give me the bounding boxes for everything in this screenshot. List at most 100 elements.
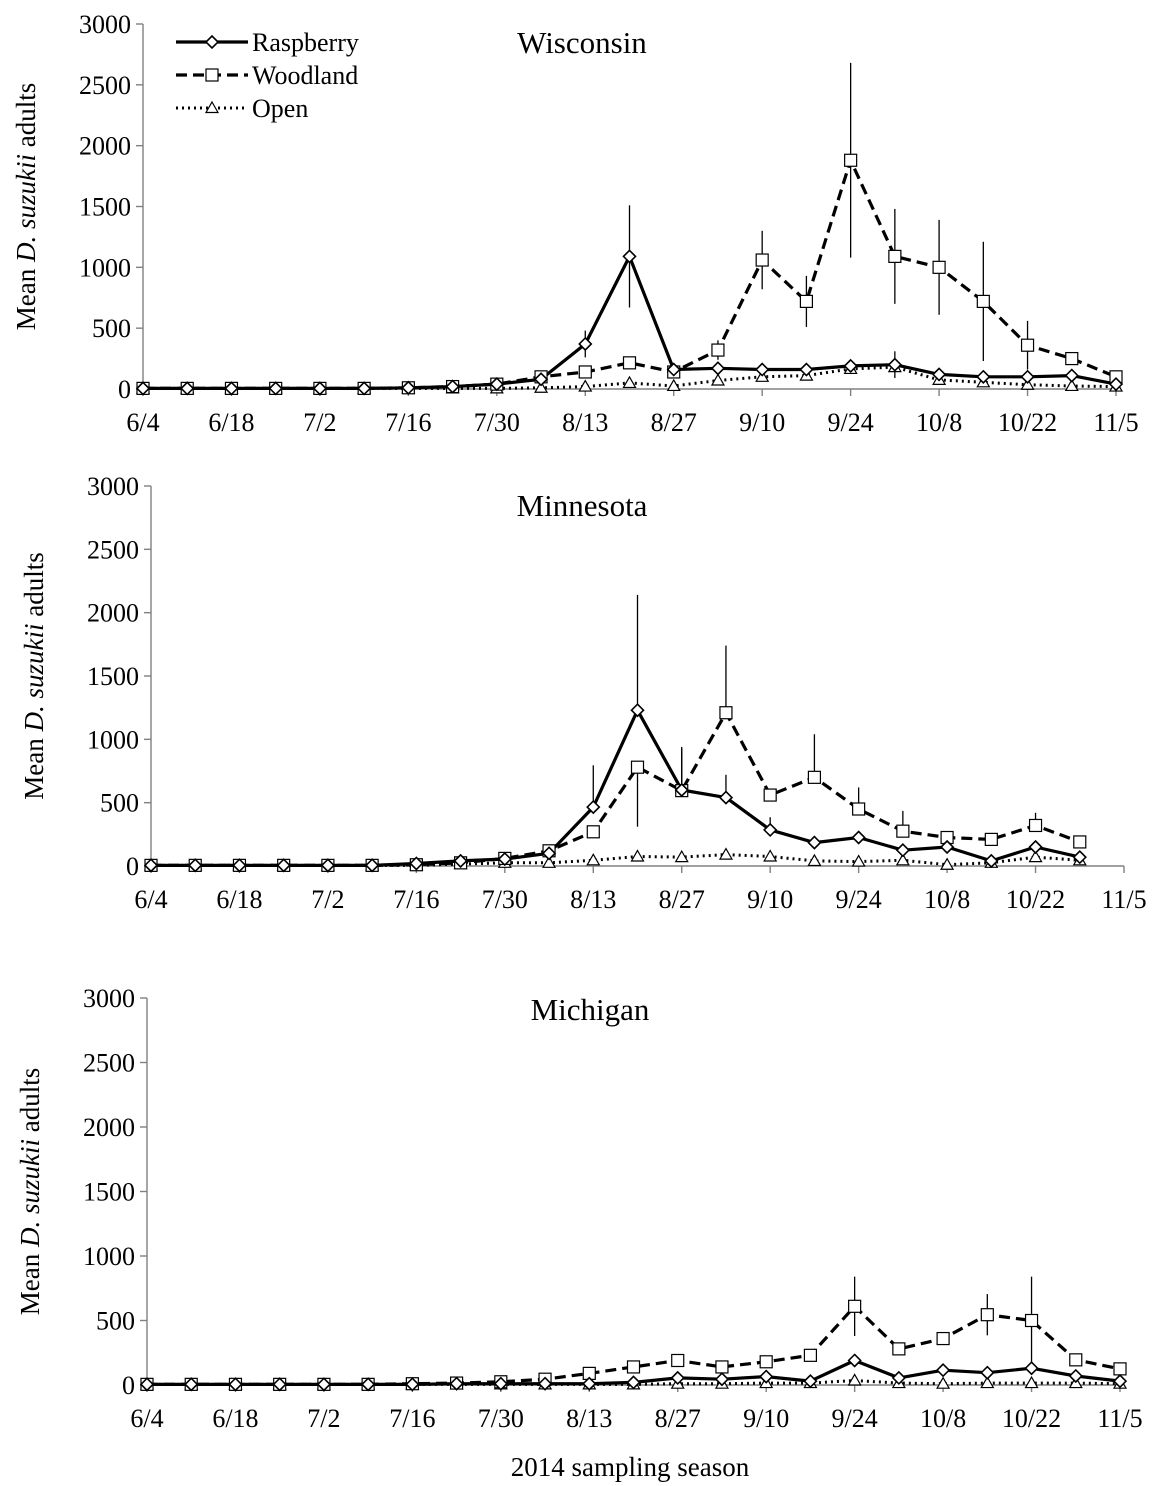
data-point-raspberry [1112,1373,1128,1389]
data-point-woodland [755,253,769,267]
x-tick-label: 11/5 [1093,408,1138,437]
y-axis-label-part: Mean [11,262,41,330]
data-point-open [666,378,681,392]
data-point-raspberry [541,846,557,861]
y-tick-label: 500 [92,314,131,343]
data-point-woodland [852,802,866,816]
x-tick-label: 9/10 [743,1404,789,1433]
data-point-open [1020,377,1035,390]
data-point-woodland [799,294,814,308]
data-point-woodland [578,365,592,379]
data-point-raspberry [1020,369,1035,384]
y-tick-label: 1000 [87,725,139,754]
data-point-raspberry [887,357,902,372]
x-tick-label: 10/22 [1002,1404,1061,1433]
x-tick-label: 8/27 [659,885,705,914]
data-point-open [851,854,866,867]
data-point-woodland [586,825,600,839]
data-point-woodland [759,1355,773,1369]
data-point-raspberry [980,1365,995,1380]
data-point-raspberry [1024,1361,1039,1376]
data-point-open [718,847,733,860]
x-tick-label: 7/30 [478,1404,524,1433]
data-point-raspberry [1028,839,1043,855]
y-tick-label: 2000 [83,1113,135,1142]
x-tick-label: 7/16 [385,408,431,437]
y-axis-label: Mean D. suzukii adults [11,83,41,330]
data-point-raspberry [895,843,910,858]
legend: Raspberry Woodland Open [176,28,359,123]
data-point-raspberry [320,858,336,873]
x-tick-label: 7/30 [474,408,520,437]
data-point-open [542,855,557,868]
y-axis-label-part: adults [19,552,49,623]
y-tick-label: 3000 [79,10,131,39]
chart-title: Wisconsin [517,25,647,60]
data-point-raspberry [143,858,159,873]
x-tick-label: 7/16 [389,1404,435,1433]
data-point-open [1064,378,1079,392]
data-point-raspberry [626,1375,641,1390]
x-tick-label: 6/18 [216,885,262,914]
data-point-raspberry [1068,1368,1083,1384]
y-axis-label-part: adults [15,1068,45,1139]
y-tick-label: 3000 [87,472,139,501]
y-tick-label: 3000 [83,984,135,1013]
data-point-open [710,373,725,386]
chart-panel-wisconsin: 0 500 1000 1500 2000 2500 3000 6/4 6/18 7/2 7/16 7/… [11,10,1139,437]
x-tick-label: 9/10 [739,408,785,437]
data-point-raspberry [405,1377,420,1392]
x-tick-label: 6/18 [212,1404,258,1433]
data-point-raspberry [710,361,726,376]
y-tick-label: 500 [100,789,139,818]
data-point-woodland [630,760,645,774]
data-point-raspberry [533,372,549,387]
data-point-open [586,853,601,866]
x-tick-label: 9/24 [832,1404,878,1433]
data-point-raspberry [139,1377,155,1392]
y-axis-label: Mean D. suzukii adults [15,1068,45,1315]
data-point-raspberry [135,381,151,396]
data-point-raspberry [312,381,328,396]
x-tick-label: 7/2 [307,1404,340,1433]
x-tick-label: 6/4 [134,885,167,914]
legend-label: Raspberry [252,28,359,57]
data-point-raspberry [365,858,380,873]
x-tick-label: 7/2 [303,408,336,437]
series-line-woodland [151,711,1081,868]
x-tick-label: 7/2 [311,885,344,914]
data-point-raspberry [807,835,822,850]
y-axis-label-italic: D. suzukii [11,154,41,263]
x-tick-label: 7/30 [482,885,528,914]
data-point-raspberry [445,379,460,394]
data-point-woodland [1028,818,1043,833]
data-point-raspberry [891,1370,906,1386]
data-point-open [622,375,637,389]
y-tick-label: 2000 [79,132,131,161]
data-point-raspberry [763,822,778,838]
y-tick-label: 1500 [83,1178,135,1207]
data-point-raspberry [1072,850,1087,865]
data-point-raspberry [184,1377,199,1392]
y-axis-label-part: adults [11,83,41,154]
data-point-open [763,849,778,862]
y-tick-label: 500 [96,1307,135,1336]
data-point-open [674,849,689,863]
x-tick-label: 9/10 [747,885,793,914]
data-point-raspberry [180,381,195,396]
data-point-raspberry [1108,377,1124,392]
data-point-open [1028,849,1043,863]
data-point-raspberry [361,1377,376,1392]
data-point-raspberry [674,782,689,798]
y-axis-label: Mean D. suzukii adults [19,552,49,799]
y-axis-label-italic: D. suzukii [15,1139,45,1248]
data-point-raspberry [493,1376,508,1391]
data-point-woodland [932,260,946,274]
data-point-raspberry [188,858,203,873]
data-point-woodland [976,294,990,308]
data-point-open [630,849,645,862]
y-tick-label: 0 [126,852,139,881]
data-point-raspberry [409,856,424,871]
data-point-open [895,853,910,866]
